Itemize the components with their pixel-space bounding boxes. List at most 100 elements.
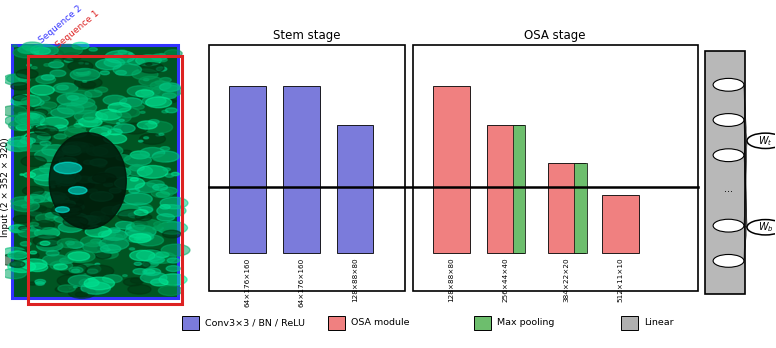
Circle shape [20, 242, 31, 246]
Circle shape [83, 242, 108, 253]
Circle shape [13, 47, 39, 58]
Circle shape [144, 270, 155, 274]
Text: $W_b$: $W_b$ [757, 220, 773, 234]
Circle shape [68, 96, 78, 100]
Circle shape [30, 191, 55, 202]
Circle shape [51, 164, 71, 172]
Circle shape [159, 83, 180, 92]
Circle shape [713, 113, 744, 126]
Circle shape [40, 102, 57, 109]
Circle shape [50, 70, 66, 77]
Circle shape [126, 203, 153, 214]
Circle shape [21, 156, 47, 167]
Circle shape [163, 229, 171, 232]
Circle shape [126, 223, 145, 231]
Circle shape [5, 141, 31, 151]
Circle shape [79, 62, 83, 64]
Bar [513, 125, 525, 253]
Circle shape [2, 247, 26, 257]
Circle shape [59, 157, 77, 165]
Circle shape [71, 98, 95, 108]
Circle shape [147, 257, 163, 264]
Circle shape [135, 183, 159, 192]
Circle shape [11, 197, 33, 206]
Circle shape [68, 57, 71, 58]
Circle shape [160, 197, 188, 209]
Circle shape [119, 119, 124, 121]
Circle shape [157, 67, 167, 71]
Circle shape [106, 167, 131, 177]
Circle shape [19, 226, 30, 231]
Text: 128×88×80: 128×88×80 [352, 258, 358, 302]
Circle shape [140, 272, 167, 283]
Circle shape [13, 95, 27, 101]
Circle shape [79, 279, 99, 287]
Circle shape [25, 196, 32, 199]
Circle shape [62, 53, 81, 61]
Circle shape [113, 124, 135, 133]
Circle shape [85, 218, 91, 221]
Circle shape [136, 154, 146, 158]
Circle shape [19, 51, 22, 53]
Bar [621, 316, 638, 330]
Circle shape [90, 192, 113, 201]
Circle shape [156, 252, 169, 258]
Circle shape [109, 228, 120, 233]
Circle shape [8, 261, 36, 272]
Circle shape [11, 95, 41, 107]
Circle shape [50, 108, 74, 118]
Circle shape [90, 159, 107, 166]
Circle shape [37, 134, 50, 140]
Circle shape [24, 132, 50, 143]
Circle shape [63, 217, 88, 227]
Circle shape [143, 261, 158, 267]
Text: 384×22×20: 384×22×20 [564, 258, 570, 302]
Circle shape [68, 275, 96, 286]
Circle shape [66, 90, 92, 101]
Text: OSA module: OSA module [352, 318, 410, 327]
Circle shape [30, 45, 58, 56]
Circle shape [49, 169, 75, 180]
Circle shape [78, 117, 102, 127]
Circle shape [747, 133, 776, 149]
Circle shape [17, 139, 47, 151]
Circle shape [153, 184, 168, 190]
Circle shape [54, 214, 75, 223]
Circle shape [151, 279, 168, 286]
Circle shape [167, 258, 179, 263]
Circle shape [29, 121, 34, 123]
Circle shape [113, 64, 141, 76]
Circle shape [81, 282, 110, 294]
Circle shape [103, 95, 126, 105]
Circle shape [97, 217, 104, 220]
Circle shape [41, 75, 54, 80]
Circle shape [74, 77, 102, 88]
Bar [487, 125, 524, 253]
Circle shape [118, 50, 126, 54]
Circle shape [20, 118, 33, 123]
Circle shape [91, 211, 106, 218]
Circle shape [48, 172, 68, 180]
Bar [337, 125, 373, 253]
Circle shape [150, 81, 171, 90]
Circle shape [23, 172, 36, 177]
Text: 256×44×40: 256×44×40 [502, 258, 508, 302]
Circle shape [61, 200, 75, 207]
Circle shape [124, 154, 151, 166]
Circle shape [28, 118, 38, 122]
Circle shape [10, 261, 25, 268]
Circle shape [54, 264, 68, 270]
Circle shape [123, 193, 152, 205]
Circle shape [9, 120, 33, 130]
Circle shape [166, 266, 180, 271]
Circle shape [85, 90, 102, 97]
Circle shape [16, 75, 25, 79]
Circle shape [134, 238, 140, 240]
Circle shape [64, 161, 77, 167]
Circle shape [32, 66, 37, 69]
Circle shape [123, 205, 138, 212]
Circle shape [137, 234, 154, 240]
Circle shape [123, 278, 143, 286]
Circle shape [72, 42, 89, 49]
Circle shape [155, 80, 165, 85]
